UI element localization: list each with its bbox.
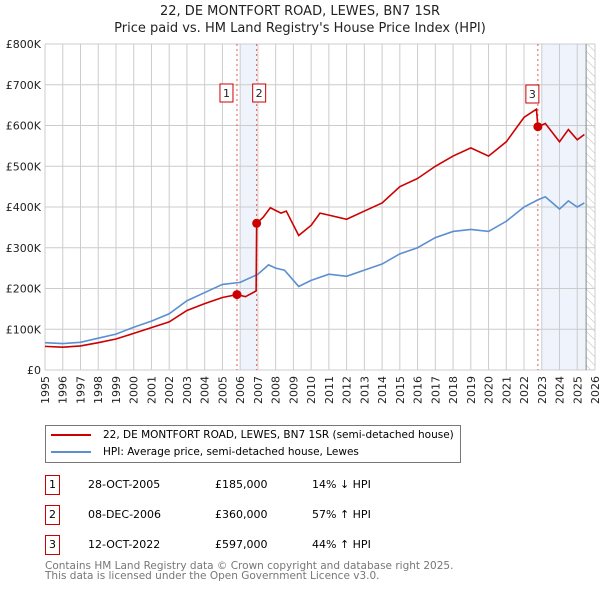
transaction-number: 1 [45,475,60,495]
chart-subtitle: Price paid vs. HM Land Registry's House … [114,21,486,36]
sale-label-box [219,83,234,103]
footer: Contains HM Land Registry data © Crown c… [45,560,454,582]
x-tick-label: 2022 [518,376,531,404]
x-tick-label: 2013 [358,376,371,404]
x-tick-label: 2004 [199,376,212,404]
x-tick-label: 2019 [465,376,478,404]
legend: 22, DE MONTFORT ROAD, LEWES, BN7 1SR (se… [45,425,461,463]
legend-blue-swatch [51,451,91,453]
x-tick-label: 2002 [163,376,176,404]
series-line [44,107,585,348]
x-tick-label: 2001 [145,376,158,404]
y-tick-label: £800K [6,38,42,51]
x-tick-label: 2003 [181,376,194,404]
transaction-price: £360,000 [215,508,268,521]
sale-label: 1 [223,87,230,100]
x-tick-label: 1995 [39,376,52,404]
x-tick-label: 2015 [394,376,407,404]
transaction-hpi: 44% ↑ HPI [312,538,371,551]
x-tick-label: 2025 [571,376,584,404]
x-tick-label: 2023 [536,376,549,404]
x-tick-label: 2008 [270,376,283,404]
legend-red-swatch [51,434,91,436]
legend-red-label: 22, DE MONTFORT ROAD, LEWES, BN7 1SR (se… [103,429,454,441]
plot-area: 1995 1996 1997 1998 1999 2000 2001 2002 2003 2004… [6,38,600,404]
y-tick-label: £600K [6,120,42,133]
sale-point [252,218,262,228]
footer-line1: Contains HM Land Registry data © Crown c… [45,560,454,572]
y-tick-label: £300K [6,242,42,255]
y-tick-label: £400K [6,201,42,214]
x-tick-label: 2024 [554,376,567,404]
sale-label-box [525,84,540,104]
sale-point [533,122,543,132]
x-tick-label: 1998 [92,376,105,404]
transaction-number: 2 [45,505,60,525]
sale-label-box [252,83,267,103]
transaction-price: £597,000 [215,538,268,551]
x-tick-label: 1996 [57,376,70,404]
chart-title: 22, DE MONTFORT ROAD, LEWES, BN7 1SR [160,4,440,19]
x-tick-label: 2026 [589,376,600,404]
x-tick-label: 2012 [341,376,354,404]
transaction-date: 12-OCT-2022 [88,538,161,551]
x-tick-label: 1999 [110,376,123,404]
x-tick-label: 2016 [412,376,425,404]
x-tick-label: 2006 [234,376,247,404]
x-tick-label: 2011 [323,376,336,404]
transaction-number: 3 [45,535,60,555]
x-tick-label: 1997 [74,376,87,404]
sale-point [232,290,242,300]
y-tick-label: £100K [6,323,42,336]
x-tick-label: 2005 [216,376,229,404]
y-tick-label: £700K [6,79,42,92]
y-tick-label: £0 [27,364,41,377]
x-tick-label: 2009 [287,376,300,404]
footer-line2: This data is licensed under the Open Gov… [45,570,380,582]
series-line [44,195,585,345]
x-tick-label: 2017 [429,376,442,404]
x-tick-label: 2010 [305,376,318,404]
x-tick-label: 2020 [483,376,496,404]
transaction-hpi: 14% ↓ HPI [312,478,371,491]
y-tick-label: £200K [6,283,42,296]
transaction-date: 28-OCT-2005 [88,478,161,491]
x-tick-label: 2007 [252,376,265,404]
x-tick-label: 2014 [376,376,389,404]
legend-blue-label: HPI: Average price, semi-detached house,… [103,446,359,458]
transaction-hpi: 57% ↑ HPI [312,508,371,521]
transaction-price: £185,000 [215,478,268,491]
x-tick-label: 2021 [500,376,513,404]
y-tick-label: £500K [6,160,42,173]
sale-label: 3 [529,88,536,101]
x-tick-label: 2000 [128,376,141,404]
x-tick-label: 2018 [447,376,460,404]
transaction-date: 08-DEC-2006 [88,508,162,521]
sale-label: 2 [256,87,263,100]
